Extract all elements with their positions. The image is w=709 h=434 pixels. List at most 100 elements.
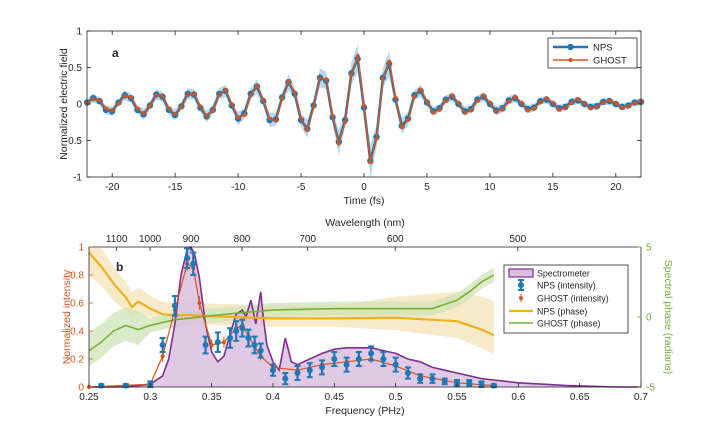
top-tick-label-b: 1100 [106,234,128,245]
nps-intensity-point [171,302,178,309]
top-tick-label-b: 700 [299,234,316,245]
data-point-ghost [97,98,102,103]
x-tick-label-a: 10 [484,182,496,193]
data-point-ghost [362,103,366,108]
data-point-ghost [412,94,417,99]
data-point-ghost [318,76,322,81]
y-tick-label-a: 0 [76,100,82,111]
y-tick-label-b: 0.2 [70,355,84,366]
nps-intensity-point [490,382,497,389]
data-point-ghost [601,100,606,105]
top-tick-label-b: 600 [387,234,404,245]
legend-swatch-spectrometer [508,268,534,278]
data-point-ghost [607,98,612,103]
data-point-ghost [330,113,335,118]
data-point-ghost [305,128,310,133]
x-tick-label-a: -5 [297,182,306,193]
data-point-ghost [349,72,354,77]
data-point-ghost [576,96,580,101]
y-tick-label-b: 0.8 [70,271,84,282]
data-point-ghost [481,93,486,98]
nps-intensity-point [122,382,129,389]
data-point-ghost [519,100,524,105]
y-axis-label-a: Normalized electric field [58,48,70,160]
data-point-ghost [135,106,140,111]
nps-intensity-point [98,382,105,389]
data-point-ghost [154,93,159,98]
nps-intensity-point [368,350,375,357]
nps-intensity-point [270,367,276,374]
data-point-ghost [399,125,404,130]
data-point-ghost [437,107,442,112]
nps-intensity-point [251,342,258,348]
nps-intensity-point [343,361,350,368]
data-point-ghost [311,105,316,109]
nps-intensity-point [214,339,221,346]
data-point-ghost [129,95,133,100]
x-tick-label-b: 0.3 [143,392,157,403]
data-point-ghost [236,115,240,120]
y-tick-label-b: 0.4 [70,327,84,338]
data-point-ghost [103,106,108,111]
data-point-ghost [538,100,543,105]
data-point-ghost [544,96,549,101]
x-tick-label-a: 20 [610,182,622,193]
ghost-phase-band [89,268,494,366]
data-point-ghost [299,116,303,121]
data-point-ghost [255,83,259,88]
y-tick-label-b: 1 [78,243,84,254]
y2-tick-label-b: 0 [646,313,652,324]
nps-phase-band [89,247,494,355]
data-point-ghost [557,107,562,112]
y-tick-label-a: -0.5 [65,136,83,147]
nps-intensity-point [233,328,240,334]
data-point-ghost [292,90,297,95]
panel-label-a: a [112,46,119,60]
legend-label-b: GHOST (intensity) [537,293,609,303]
top-axis-label-b: Wavelength (nm) [325,217,405,229]
data-point-ghost [148,104,152,109]
y-tick-label-a: 0.5 [68,63,82,74]
data-point-ghost [91,96,96,101]
x-axis-label-a: Time (fs) [343,195,384,207]
legend-label-ghost: GHOST [593,56,627,67]
data-point-ghost [261,97,266,102]
x-tick-label-a: 0 [361,182,367,193]
data-point-ghost [273,118,278,123]
nps-intensity-point [331,356,338,362]
data-point-ghost [248,93,253,98]
nps-intensity-point [429,375,436,382]
legend-marker-ghost-intensity [519,296,523,300]
data-point-ghost [166,106,171,111]
data-point-ghost [286,79,291,84]
data-point-ghost [280,96,285,101]
nps-intensity-point [159,342,166,348]
data-point-ghost [488,100,492,105]
y2-axis-label-b: Spectral phase (radians) [662,260,674,374]
data-point-ghost [198,104,203,109]
data-point-ghost [160,94,165,98]
top-tick-label-b: 500 [509,234,526,245]
ghost-phase-line [88,274,495,352]
panel-label-b: b [116,260,123,274]
nps-intensity-point [257,347,264,354]
data-point-ghost [475,99,480,103]
data-point-ghost [613,101,618,106]
nps-intensity-point [245,335,252,341]
x-tick-label-b: 0.7 [634,392,648,403]
data-point-ghost [110,108,115,113]
data-point-ghost [626,104,631,109]
nps-intensity-point [306,367,313,374]
ghost-intensity-point [160,354,165,359]
nps-intensity-point [417,375,424,382]
data-point-ghost [563,105,568,110]
nps-intensity-point [441,378,448,385]
x-tick-label-b: 0.4 [266,392,280,403]
data-point-ghost [456,100,461,105]
legend-label-b: NPS (phase) [537,306,587,316]
data-point-ghost [336,141,341,146]
nps-intensity-point [319,364,326,371]
data-point-ghost [374,137,379,141]
nps-intensity-point [227,335,234,341]
x-tick-label-b: 0.5 [389,392,403,403]
